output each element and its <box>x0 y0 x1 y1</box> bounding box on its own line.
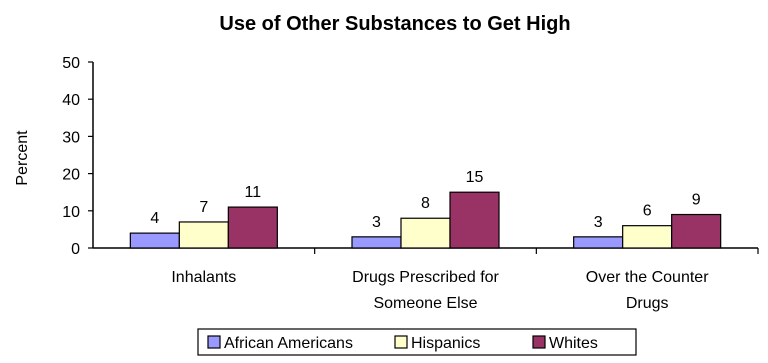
legend-swatch <box>532 335 546 349</box>
bar-hispanics <box>400 217 451 249</box>
y-tick-label: 10 <box>62 204 80 221</box>
legend: African Americans Hispanics Whites <box>197 328 637 356</box>
y-tick-label: 50 <box>62 55 80 72</box>
y-tick-label: 20 <box>62 167 80 184</box>
legend-label: Hispanics <box>411 335 480 352</box>
y-tick-label: 40 <box>62 92 80 109</box>
data-label: 4 <box>150 210 159 227</box>
data-label: 8 <box>421 195 430 212</box>
legend-swatch <box>394 335 408 349</box>
data-label: 6 <box>643 203 652 220</box>
chart-title: Use of Other Substances to Get High <box>219 13 570 35</box>
y-tick-label: 30 <box>62 129 80 146</box>
legend-box <box>197 328 637 356</box>
data-label: 15 <box>466 169 484 186</box>
data-label: 11 <box>245 184 262 201</box>
data-label: 3 <box>372 214 381 231</box>
data-label: 7 <box>199 199 208 216</box>
category-label: Drugs Prescribed for <box>352 269 499 286</box>
category-label: Drugs <box>626 295 669 312</box>
legend-label: Whites <box>549 335 598 352</box>
data-label: 9 <box>692 192 701 209</box>
legend-swatch <box>207 335 221 349</box>
category-label: Someone Else <box>373 295 477 312</box>
bar-hispanics <box>178 221 229 249</box>
bar-whites <box>671 213 722 249</box>
category-label: Inhalants <box>171 269 236 286</box>
bar-african-americans <box>129 232 180 249</box>
bar-african-americans <box>351 236 402 249</box>
data-label: 3 <box>594 214 603 231</box>
category-label: Over the Counter <box>586 269 709 286</box>
y-axis-label: Percent <box>14 130 31 186</box>
legend-label: African Americans <box>224 335 353 352</box>
bar-african-americans <box>573 236 624 249</box>
bar-hispanics <box>622 225 673 249</box>
plot-area: 0 10 20 30 40 50 4 7 11 Inhalants 3 8 15 Drugs Prescr… <box>62 55 759 312</box>
bar-whites <box>449 191 500 249</box>
bar-whites <box>227 206 278 249</box>
y-tick-label: 0 <box>71 241 80 258</box>
